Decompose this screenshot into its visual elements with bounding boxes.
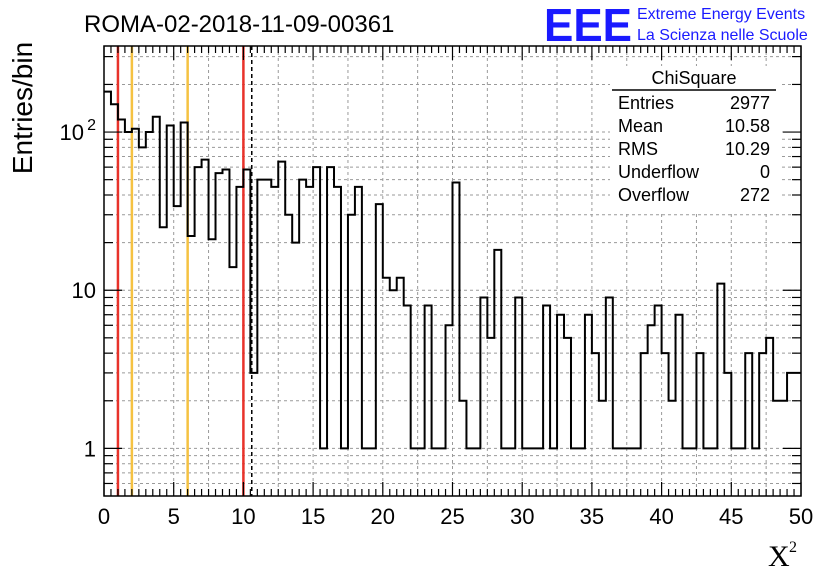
- x-tick-labels: 0 5 10 15 20 25 30 35 40 45 50: [98, 504, 813, 529]
- stats-value-mean: 10.58: [725, 116, 770, 136]
- stats-label-entries: Entries: [618, 93, 674, 113]
- x-tick-label: 35: [580, 504, 604, 529]
- histogram-outline: [104, 90, 801, 450]
- stats-label-overflow: Overflow: [618, 185, 690, 205]
- logo-line-2: La Scienza nelle Scuole: [637, 27, 808, 44]
- stats-value-entries: 2977: [730, 93, 770, 113]
- x-tick-label: 5: [168, 504, 180, 529]
- eee-logo: EEE Extreme Energy Events La Scienza nel…: [544, 0, 808, 51]
- x-tick-label: 45: [719, 504, 743, 529]
- stats-value-overflow: 272: [740, 185, 770, 205]
- chart-title: ROMA-02-2018-11-09-00361: [84, 11, 394, 38]
- y-tick-label: 1: [84, 436, 96, 461]
- eee-logo-mark: EEE: [544, 0, 632, 51]
- y-tick-label-superscript: 2: [87, 117, 96, 134]
- stats-label-mean: Mean: [618, 116, 663, 136]
- y-axis-label: Entries/bin: [7, 42, 38, 174]
- reference-lines: [116, 46, 253, 496]
- axis-ticks: [103, 46, 802, 496]
- stats-title: ChiSquare: [651, 68, 736, 88]
- y-tick-label: 10: [60, 120, 84, 145]
- stats-value-underflow: 0: [760, 162, 770, 182]
- stats-label-rms: RMS: [618, 139, 658, 159]
- x-tick-label: 30: [510, 504, 534, 529]
- y-tick-label: 10: [72, 278, 96, 303]
- x-tick-label: 20: [371, 504, 395, 529]
- x-tick-label: 50: [789, 504, 813, 529]
- x-axis-label-superscript: 2: [789, 539, 797, 556]
- x-tick-label: 0: [98, 504, 110, 529]
- stats-label-underflow: Underflow: [618, 162, 700, 182]
- logo-line-1: Extreme Energy Events: [637, 6, 805, 23]
- x-tick-label: 15: [301, 504, 325, 529]
- stats-box: ChiSquare Entries 2977 Mean 10.58 RMS 10…: [610, 66, 780, 212]
- x-tick-label: 25: [440, 504, 464, 529]
- x-axis-label-base: X: [768, 540, 790, 572]
- x-tick-label: 40: [649, 504, 673, 529]
- x-axis-label: X 2: [768, 539, 797, 572]
- x-tick-label: 10: [231, 504, 255, 529]
- stats-value-rms: 10.29: [725, 139, 770, 159]
